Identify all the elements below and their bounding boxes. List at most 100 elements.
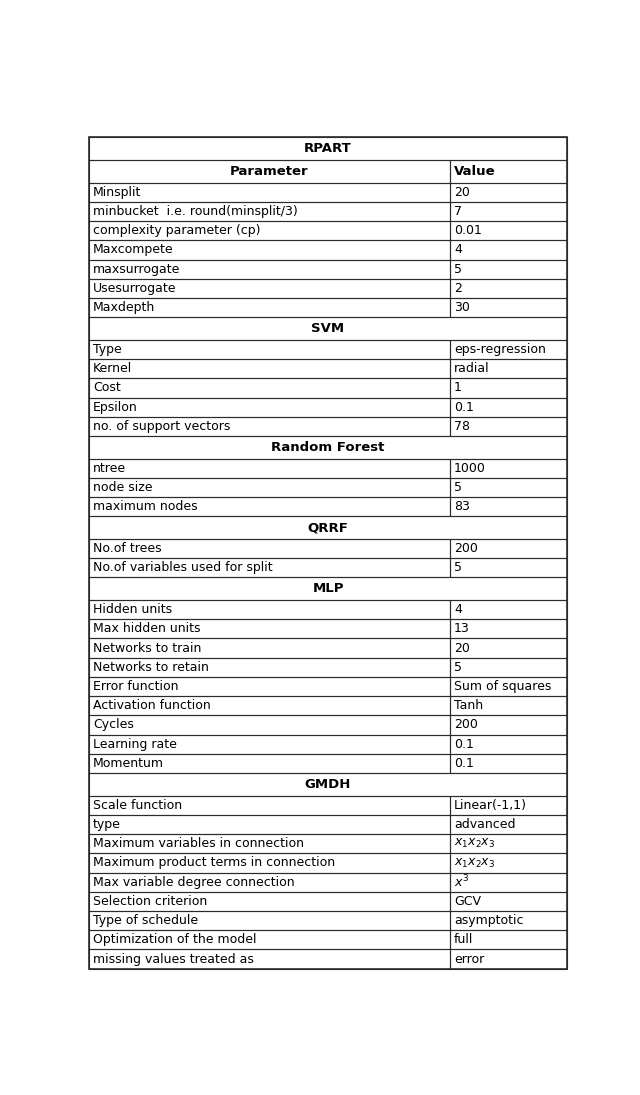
Bar <box>450 459 567 477</box>
Text: Selection criterion: Selection criterion <box>93 895 207 908</box>
Text: 4: 4 <box>454 243 462 256</box>
Text: 83: 83 <box>454 500 470 514</box>
Text: $x_1x_2x_3$: $x_1x_2x_3$ <box>454 838 495 851</box>
Bar <box>89 201 450 221</box>
Bar <box>450 539 567 558</box>
Bar <box>450 558 567 577</box>
Bar <box>450 815 567 834</box>
Bar <box>450 260 567 279</box>
Bar <box>89 318 567 339</box>
Bar <box>89 477 450 497</box>
Bar <box>450 638 567 658</box>
Bar <box>89 260 450 279</box>
Bar <box>450 339 567 359</box>
Bar <box>450 796 567 815</box>
Text: Max variable degree connection: Max variable degree connection <box>93 876 294 889</box>
Text: missing values treated as: missing values treated as <box>93 953 254 966</box>
Bar <box>450 417 567 436</box>
Bar <box>450 715 567 735</box>
Text: advanced: advanced <box>454 818 515 831</box>
Bar <box>450 201 567 221</box>
Bar <box>450 658 567 677</box>
Bar <box>89 773 567 796</box>
Text: Networks to train: Networks to train <box>93 642 201 655</box>
Text: 0.01: 0.01 <box>454 224 482 238</box>
Bar <box>450 221 567 240</box>
Text: error: error <box>454 953 484 966</box>
Text: 1000: 1000 <box>454 462 486 475</box>
Text: maxsurrogate: maxsurrogate <box>93 263 180 276</box>
Bar <box>89 834 450 853</box>
Bar <box>89 417 450 436</box>
Text: No.of variables used for split: No.of variables used for split <box>93 562 273 574</box>
Text: Hidden units: Hidden units <box>93 603 172 616</box>
Text: 200: 200 <box>454 542 478 555</box>
Text: complexity parameter (cp): complexity parameter (cp) <box>93 224 260 238</box>
Text: 20: 20 <box>454 642 470 655</box>
Text: 200: 200 <box>454 718 478 731</box>
Text: GCV: GCV <box>454 895 481 908</box>
Text: 0.1: 0.1 <box>454 401 474 414</box>
Bar <box>450 735 567 753</box>
Bar <box>89 539 450 558</box>
Text: RPART: RPART <box>304 142 352 155</box>
Text: QRRF: QRRF <box>308 521 348 534</box>
Text: node size: node size <box>93 481 152 494</box>
Text: 78: 78 <box>454 419 470 433</box>
Bar <box>89 658 450 677</box>
Bar <box>450 873 567 891</box>
Text: MLP: MLP <box>312 583 344 596</box>
Text: Random Forest: Random Forest <box>271 441 385 453</box>
Bar <box>89 378 450 397</box>
Text: Momentum: Momentum <box>93 757 164 770</box>
Text: 20: 20 <box>454 186 470 199</box>
Text: Sum of squares: Sum of squares <box>454 680 551 693</box>
Bar <box>89 815 450 834</box>
Bar <box>450 497 567 516</box>
Text: 1: 1 <box>454 381 462 394</box>
Bar <box>450 931 567 949</box>
Bar <box>450 696 567 715</box>
Bar <box>89 677 450 696</box>
Bar <box>89 298 450 318</box>
Bar <box>89 137 567 160</box>
Text: Type of schedule: Type of schedule <box>93 914 198 927</box>
Text: radial: radial <box>454 362 490 376</box>
Bar <box>450 620 567 638</box>
Text: 5: 5 <box>454 562 462 574</box>
Text: full: full <box>454 933 473 946</box>
Text: SVM: SVM <box>312 322 344 335</box>
Bar <box>450 160 567 183</box>
Bar <box>89 891 450 911</box>
Bar <box>89 240 450 260</box>
Bar <box>89 558 450 577</box>
Bar <box>450 240 567 260</box>
Text: Max hidden units: Max hidden units <box>93 622 200 635</box>
Bar <box>89 160 450 183</box>
Text: maximum nodes: maximum nodes <box>93 500 198 514</box>
Text: 30: 30 <box>454 301 470 314</box>
Text: eps-regression: eps-regression <box>454 343 546 356</box>
Bar <box>450 600 567 620</box>
Bar <box>89 279 450 298</box>
Text: 5: 5 <box>454 481 462 494</box>
Bar <box>89 853 450 873</box>
Bar <box>450 183 567 201</box>
Text: Cycles: Cycles <box>93 718 134 731</box>
Text: 0.1: 0.1 <box>454 757 474 770</box>
Text: minbucket  i.e. round(minsplit/3): minbucket i.e. round(minsplit/3) <box>93 205 298 218</box>
Text: ntree: ntree <box>93 462 126 475</box>
Bar <box>450 949 567 969</box>
Bar <box>89 911 450 931</box>
Bar <box>450 891 567 911</box>
Bar <box>89 620 450 638</box>
Bar <box>89 577 567 600</box>
Bar <box>89 931 450 949</box>
Bar <box>89 873 450 891</box>
Text: GMDH: GMDH <box>305 777 351 791</box>
Text: Linear(-1,1): Linear(-1,1) <box>454 798 527 811</box>
Bar <box>89 339 450 359</box>
Text: 4: 4 <box>454 603 462 616</box>
Text: type: type <box>93 818 121 831</box>
Text: Maxdepth: Maxdepth <box>93 301 155 314</box>
